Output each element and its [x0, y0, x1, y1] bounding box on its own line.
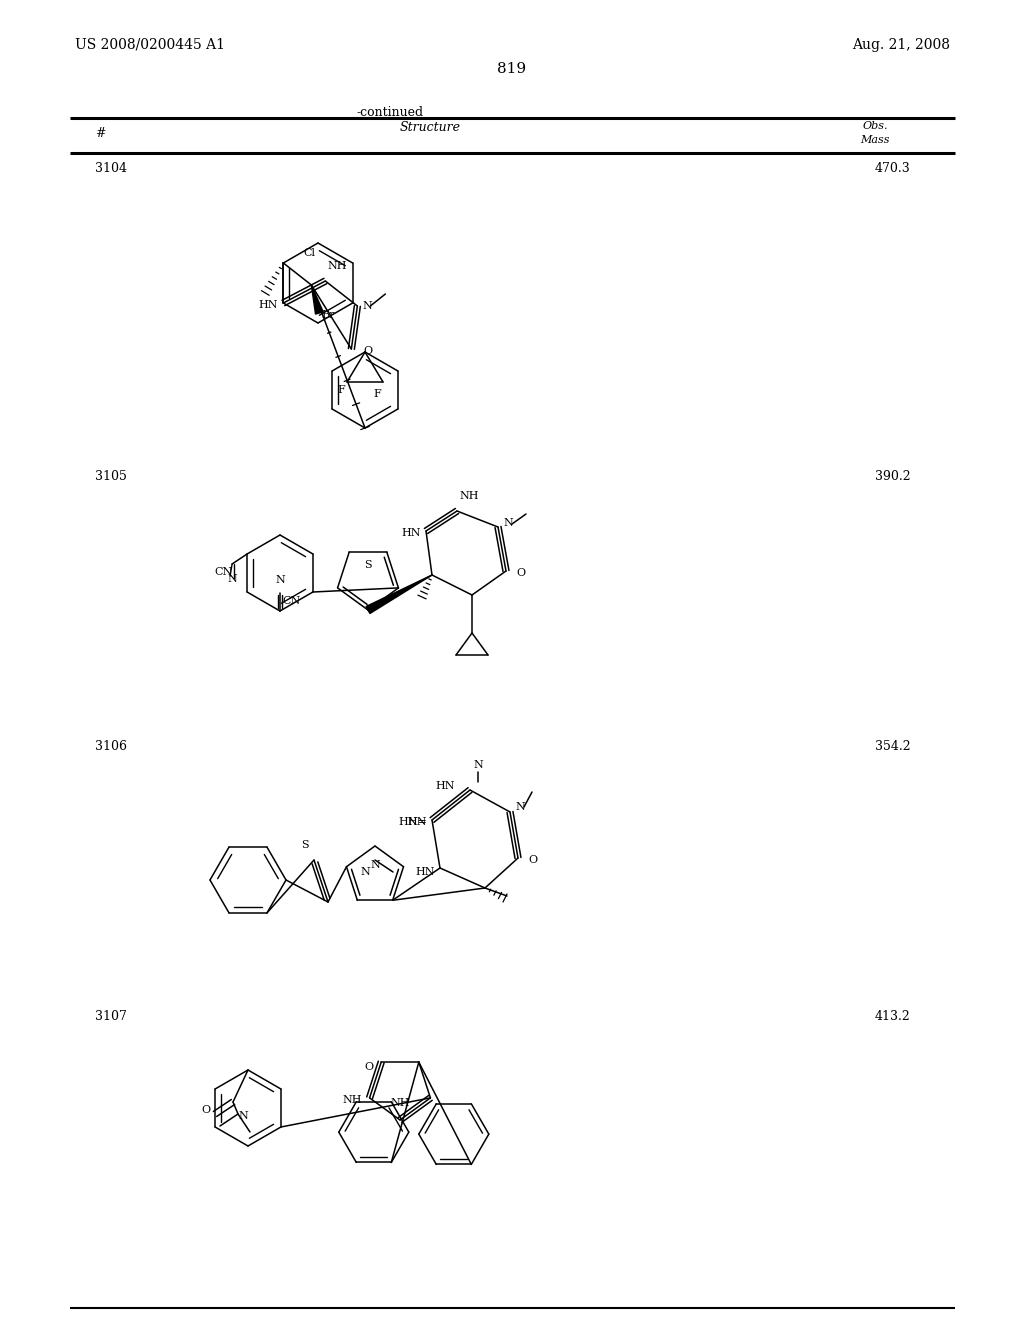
Text: Obs.: Obs.	[862, 121, 888, 131]
Text: 390.2: 390.2	[874, 470, 910, 483]
Text: O: O	[364, 346, 373, 356]
Text: N: N	[362, 301, 372, 312]
Text: N: N	[503, 517, 513, 528]
Text: N: N	[370, 861, 380, 870]
Text: N: N	[238, 1111, 248, 1121]
Text: Structure: Structure	[399, 121, 461, 135]
Text: N: N	[473, 760, 483, 770]
Text: 3106: 3106	[95, 741, 127, 752]
Text: -continued: -continued	[356, 106, 424, 119]
Text: N: N	[515, 803, 524, 812]
Text: O: O	[202, 1105, 211, 1115]
Text: NH: NH	[459, 491, 478, 502]
Text: 819: 819	[498, 62, 526, 77]
Text: #: #	[95, 127, 105, 140]
Text: HN=: HN=	[398, 817, 427, 828]
Text: F: F	[337, 385, 345, 395]
Polygon shape	[311, 285, 324, 314]
Text: N: N	[227, 574, 237, 583]
Text: HN: HN	[416, 867, 435, 876]
Text: NH: NH	[328, 261, 347, 271]
Text: HN: HN	[259, 300, 279, 310]
Text: 3107: 3107	[95, 1010, 127, 1023]
Text: O: O	[516, 568, 525, 578]
Text: HN: HN	[401, 528, 421, 539]
Text: N: N	[275, 576, 285, 585]
Text: US 2008/0200445 A1: US 2008/0200445 A1	[75, 38, 225, 51]
Text: HN: HN	[408, 817, 427, 828]
Text: S: S	[365, 560, 372, 570]
Text: 354.2: 354.2	[874, 741, 910, 752]
Text: S: S	[301, 840, 309, 850]
Text: CN: CN	[282, 597, 300, 606]
Text: CN: CN	[215, 568, 233, 577]
Text: Mass: Mass	[860, 135, 890, 145]
Text: HN: HN	[435, 781, 455, 791]
Text: 3104: 3104	[95, 162, 127, 176]
Text: O: O	[528, 855, 538, 865]
Text: N: N	[360, 867, 370, 876]
Text: NH: NH	[390, 1098, 410, 1107]
Text: 413.2: 413.2	[874, 1010, 910, 1023]
Text: NH: NH	[342, 1094, 361, 1105]
Text: 3105: 3105	[95, 470, 127, 483]
Text: Br: Br	[321, 310, 335, 319]
Polygon shape	[367, 576, 432, 614]
Text: Aug. 21, 2008: Aug. 21, 2008	[852, 38, 950, 51]
Text: O: O	[365, 1063, 373, 1072]
Text: Cl: Cl	[303, 248, 315, 257]
Text: F: F	[373, 389, 381, 399]
Text: 470.3: 470.3	[874, 162, 910, 176]
